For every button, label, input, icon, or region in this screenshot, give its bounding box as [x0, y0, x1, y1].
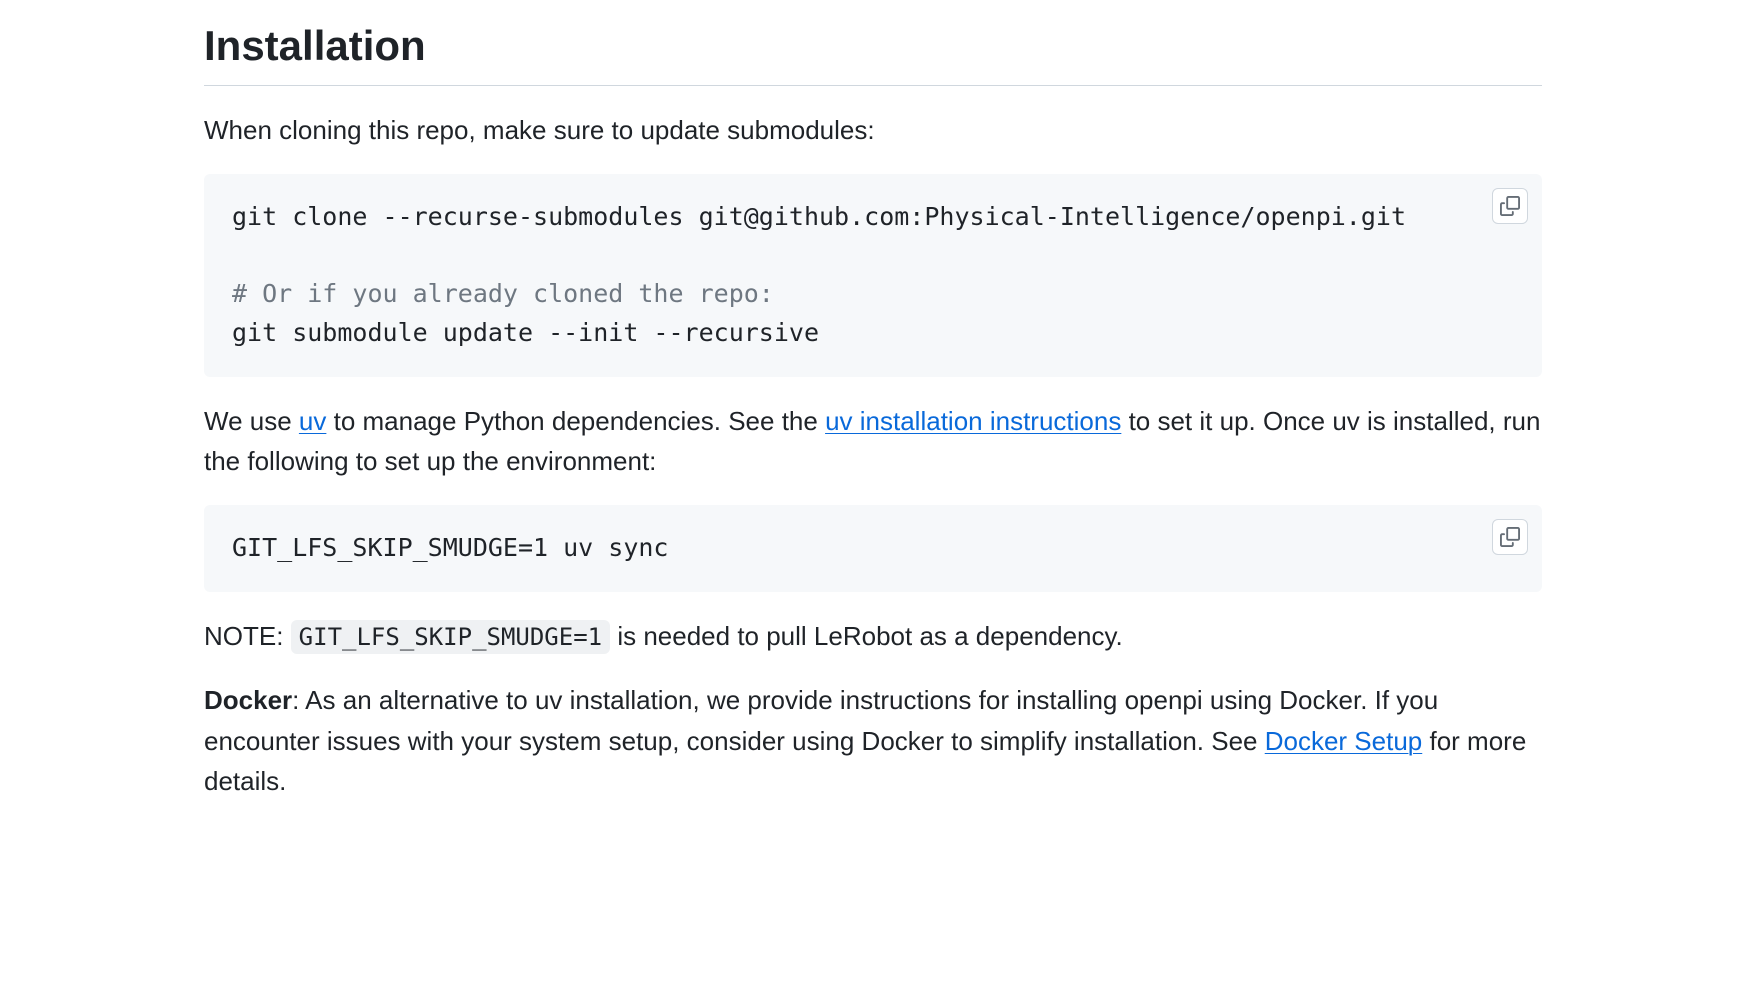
copy-button[interactable] — [1492, 188, 1528, 224]
code-content: GIT_LFS_SKIP_SMUDGE=1 uv sync — [232, 529, 1514, 568]
copy-icon — [1500, 196, 1520, 216]
text-span: We use — [204, 406, 299, 436]
code-line: git submodule update --init --recursive — [232, 318, 819, 347]
code-line: git clone --recurse-submodules git@githu… — [232, 202, 1406, 231]
code-line: GIT_LFS_SKIP_SMUDGE=1 uv sync — [232, 533, 669, 562]
copy-icon — [1500, 527, 1520, 547]
code-block-sync: GIT_LFS_SKIP_SMUDGE=1 uv sync — [204, 505, 1542, 592]
text-span: : As an alternative to uv installation, … — [204, 685, 1438, 755]
uv-link[interactable]: uv — [299, 406, 326, 436]
copy-button[interactable] — [1492, 519, 1528, 555]
code-content: git clone --recurse-submodules git@githu… — [232, 198, 1514, 353]
code-comment: # Or if you already cloned the repo: — [232, 279, 774, 308]
note-paragraph: NOTE: GIT_LFS_SKIP_SMUDGE=1 is needed to… — [204, 616, 1542, 656]
uv-paragraph: We use uv to manage Python dependencies.… — [204, 401, 1542, 482]
readme-section: Installation When cloning this repo, mak… — [158, 0, 1588, 855]
docker-paragraph: Docker: As an alternative to uv installa… — [204, 680, 1542, 801]
code-block-clone: git clone --recurse-submodules git@githu… — [204, 174, 1542, 377]
uv-install-link[interactable]: uv installation instructions — [825, 406, 1121, 436]
docker-bold: Docker — [204, 685, 292, 715]
section-heading: Installation — [204, 20, 1542, 86]
intro-paragraph: When cloning this repo, make sure to upd… — [204, 110, 1542, 150]
text-span: NOTE: — [204, 621, 291, 651]
docker-setup-link[interactable]: Docker Setup — [1265, 726, 1423, 756]
inline-code: GIT_LFS_SKIP_SMUDGE=1 — [291, 620, 610, 654]
text-span: to manage Python dependencies. See the — [326, 406, 825, 436]
text-span: is needed to pull LeRobot as a dependenc… — [610, 621, 1123, 651]
